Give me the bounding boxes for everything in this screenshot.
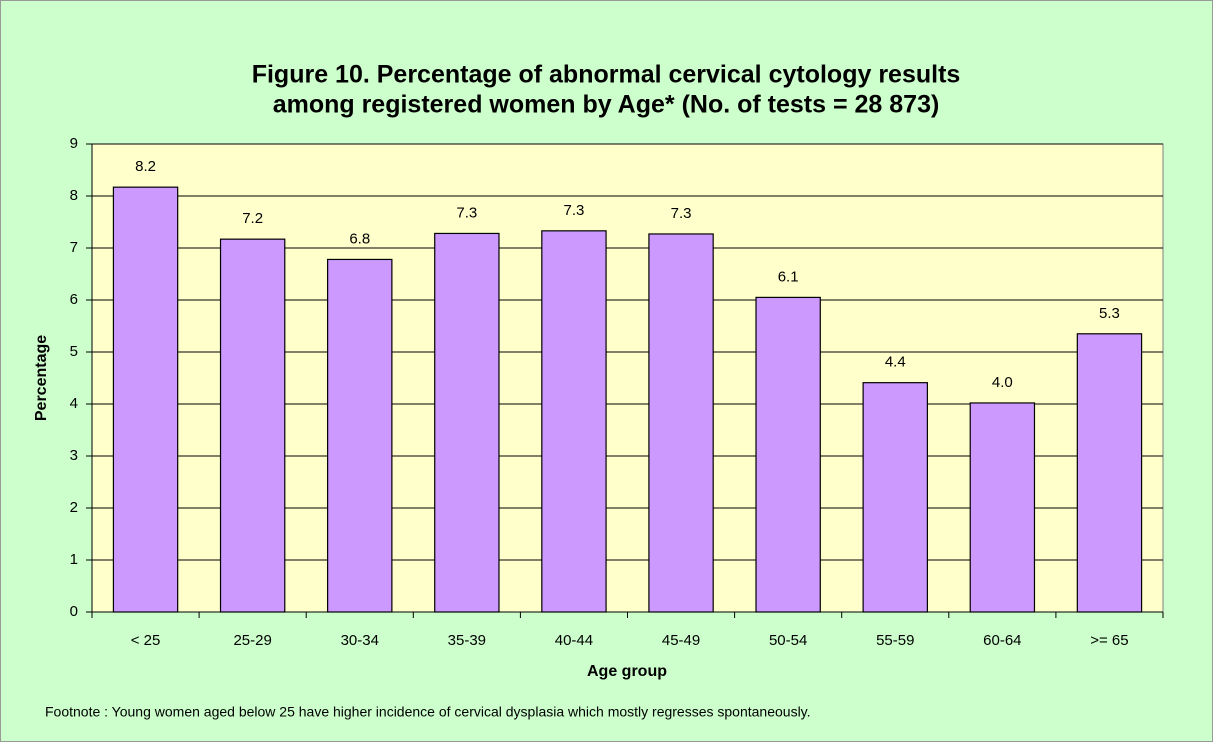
x-tick-label: 55-59 [876, 632, 914, 649]
data-label: 5.3 [1099, 305, 1120, 322]
footnote: Footnote : Young women aged below 25 hav… [45, 704, 811, 720]
y-tick-label: 4 [70, 395, 78, 412]
x-tick-label: 45-49 [662, 632, 700, 649]
data-label: 8.2 [135, 158, 156, 175]
x-tick-label: < 25 [131, 632, 161, 649]
data-label: 6.8 [349, 230, 370, 247]
data-label: 7.3 [456, 204, 477, 221]
y-tick-label: 3 [70, 447, 78, 464]
bar [541, 230, 607, 613]
bar [327, 258, 393, 613]
x-tick-label: 35-39 [448, 632, 486, 649]
bar [648, 233, 714, 613]
y-tick-label: 6 [70, 291, 78, 308]
bar [434, 232, 500, 613]
x-tick-label: 30-34 [341, 632, 379, 649]
bar [862, 382, 928, 613]
data-label: 7.3 [671, 205, 692, 222]
x-tick-label: 40-44 [555, 632, 593, 649]
data-label: 4.4 [885, 354, 906, 371]
y-tick-label: 5 [70, 343, 78, 360]
x-tick-label: 50-54 [769, 632, 807, 649]
data-label: 7.2 [242, 210, 263, 227]
bar [755, 296, 821, 613]
chart-title: Figure 10. Percentage of abnormal cervic… [252, 61, 961, 89]
bar [969, 402, 1036, 613]
data-label: 4.0 [992, 374, 1013, 391]
bar [219, 238, 286, 613]
chart-title: among registered women by Age* (No. of t… [273, 91, 940, 119]
y-tick-label: 0 [70, 603, 78, 620]
y-tick-label: 8 [70, 187, 78, 204]
x-axis-title: Age group [587, 663, 667, 680]
y-tick-label: 9 [70, 135, 78, 152]
bar [112, 186, 179, 613]
y-tick-label: 7 [70, 239, 78, 256]
bar [1076, 333, 1143, 613]
y-tick-label: 2 [70, 499, 78, 516]
y-tick-label: 1 [70, 551, 78, 568]
y-axis-title: Percentage [33, 335, 50, 421]
x-tick-label: 60-64 [983, 632, 1021, 649]
x-tick-label: >= 65 [1090, 632, 1128, 649]
data-label: 7.3 [564, 202, 585, 219]
x-tick-label: 25-29 [233, 632, 271, 649]
data-label: 6.1 [778, 268, 799, 285]
